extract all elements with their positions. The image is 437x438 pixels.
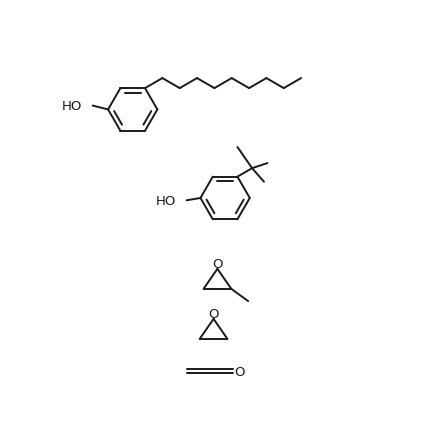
Text: O: O [235,365,245,378]
Text: HO: HO [62,100,82,113]
Text: HO: HO [156,194,176,207]
Text: O: O [212,258,223,270]
Text: O: O [208,307,219,320]
